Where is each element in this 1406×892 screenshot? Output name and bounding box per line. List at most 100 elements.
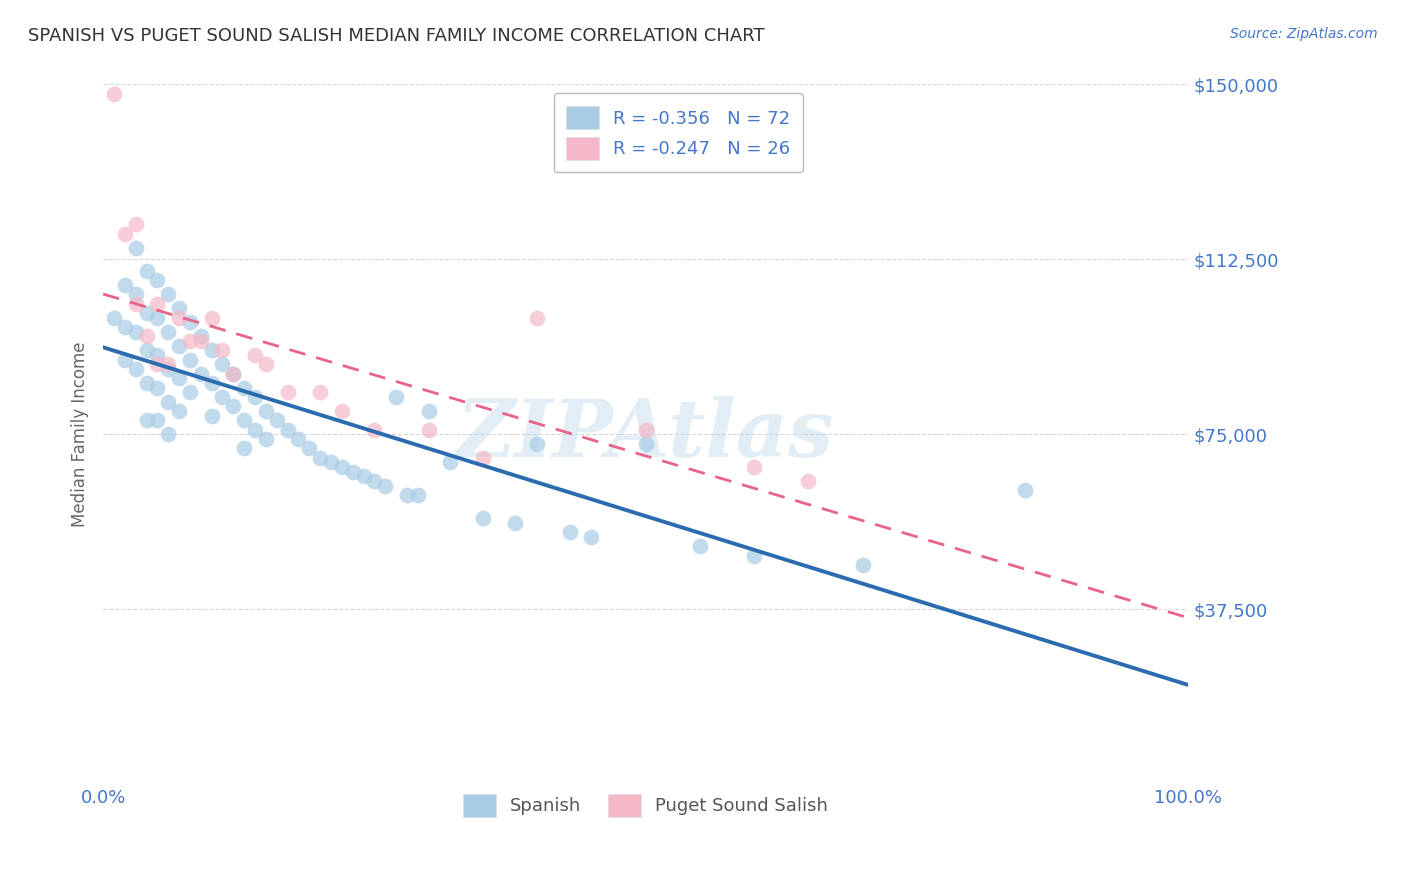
Point [157, 427, 180, 442]
Point [742, 460, 765, 475]
Point [114, 278, 136, 293]
Point [167, 371, 190, 385]
Point [167, 404, 190, 418]
Point [254, 432, 277, 446]
Point [135, 329, 157, 343]
Point [179, 385, 201, 400]
Point [797, 474, 820, 488]
Point [558, 525, 581, 540]
Point [1014, 483, 1036, 498]
Point [146, 297, 169, 311]
Point [233, 381, 256, 395]
Point [298, 442, 321, 456]
Text: Source: ZipAtlas.com: Source: ZipAtlas.com [1230, 27, 1378, 41]
Legend: Spanish, Puget Sound Salish: Spanish, Puget Sound Salish [456, 787, 835, 824]
Point [135, 376, 157, 390]
Point [157, 325, 180, 339]
Point [157, 362, 180, 376]
Point [439, 455, 461, 469]
Point [852, 558, 875, 573]
Point [309, 385, 332, 400]
Point [211, 390, 233, 404]
Point [233, 413, 256, 427]
Point [167, 310, 190, 325]
Point [330, 460, 353, 475]
Point [201, 343, 224, 358]
Point [374, 479, 396, 493]
Point [125, 241, 148, 255]
Point [135, 413, 157, 427]
Point [201, 310, 224, 325]
Point [167, 301, 190, 316]
Point [342, 465, 364, 479]
Point [157, 287, 180, 301]
Point [526, 310, 548, 325]
Point [211, 343, 233, 358]
Point [222, 400, 245, 414]
Point [201, 409, 224, 423]
Point [243, 390, 266, 404]
Point [146, 413, 169, 427]
Point [254, 404, 277, 418]
Point [179, 352, 201, 367]
Point [103, 87, 125, 101]
Point [634, 423, 657, 437]
Point [471, 450, 494, 465]
Point [266, 413, 288, 427]
Point [167, 339, 190, 353]
Point [146, 348, 169, 362]
Text: ZIPAtlas: ZIPAtlas [457, 396, 834, 473]
Y-axis label: Median Family Income: Median Family Income [72, 342, 89, 527]
Point [135, 343, 157, 358]
Point [114, 227, 136, 241]
Point [125, 287, 148, 301]
Point [277, 385, 299, 400]
Point [309, 450, 332, 465]
Point [146, 273, 169, 287]
Point [742, 549, 765, 563]
Point [243, 348, 266, 362]
Point [581, 530, 603, 544]
Point [146, 310, 169, 325]
Point [135, 264, 157, 278]
Point [125, 218, 148, 232]
Point [363, 474, 385, 488]
Point [254, 358, 277, 372]
Point [157, 394, 180, 409]
Point [385, 390, 408, 404]
Point [201, 376, 224, 390]
Point [418, 404, 440, 418]
Point [287, 432, 309, 446]
Point [363, 423, 385, 437]
Point [190, 334, 212, 348]
Point [689, 540, 711, 554]
Point [222, 367, 245, 381]
Point [634, 436, 657, 450]
Point [395, 488, 418, 502]
Point [146, 358, 169, 372]
Point [114, 320, 136, 334]
Point [103, 310, 125, 325]
Point [125, 325, 148, 339]
Point [190, 367, 212, 381]
Point [135, 306, 157, 320]
Point [505, 516, 527, 530]
Point [125, 297, 148, 311]
Point [471, 511, 494, 525]
Text: SPANISH VS PUGET SOUND SALISH MEDIAN FAMILY INCOME CORRELATION CHART: SPANISH VS PUGET SOUND SALISH MEDIAN FAM… [28, 27, 765, 45]
Point [114, 352, 136, 367]
Point [179, 334, 201, 348]
Point [146, 381, 169, 395]
Point [406, 488, 429, 502]
Point [526, 436, 548, 450]
Point [157, 358, 180, 372]
Point [243, 423, 266, 437]
Point [353, 469, 375, 483]
Point [330, 404, 353, 418]
Point [190, 329, 212, 343]
Point [179, 315, 201, 329]
Point [211, 358, 233, 372]
Point [277, 423, 299, 437]
Point [125, 362, 148, 376]
Point [233, 442, 256, 456]
